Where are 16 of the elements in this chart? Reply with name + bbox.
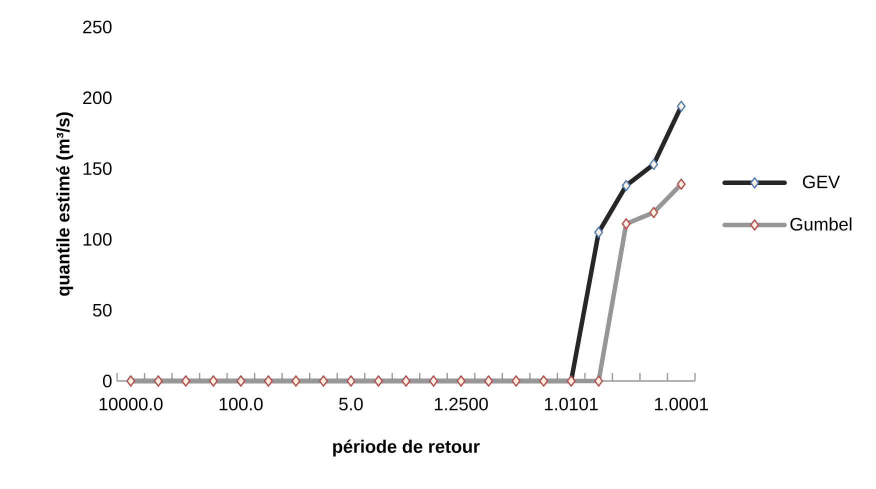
y-tick-label: 250 [83,20,112,34]
y-tick-label: 200 [83,91,112,104]
y-axis-title: quantile estimé (m³/s) [56,112,74,296]
x-axis-title: période de retour [333,440,480,457]
y-tick-label: 100 [84,233,112,246]
x-tick-label: 10000.0 [100,398,163,410]
y-tick-label: 50 [92,304,112,317]
x-tick-label: 1.0101 [544,398,598,410]
x-tick-label: 5.0 [339,398,363,410]
x-tick-label: 1.2500 [434,398,488,410]
y-tick-label: 0 [103,374,112,388]
y-tick-label: 150 [84,162,112,175]
legend-label: Gumbel [790,217,852,231]
x-tick-label: 100.0 [220,398,263,410]
legend-label: GEV [802,176,840,188]
x-tick-label: 1.0001 [655,398,708,410]
